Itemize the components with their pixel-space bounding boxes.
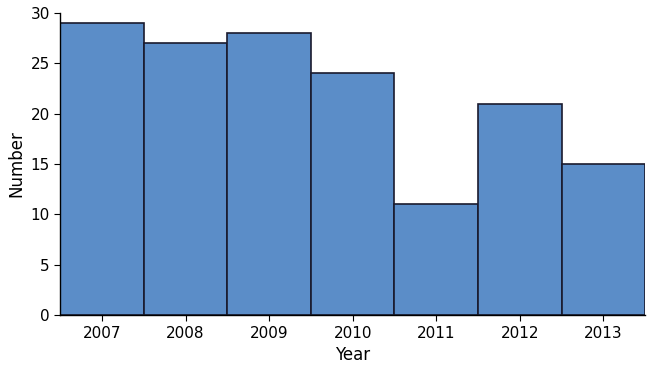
Bar [144, 43, 228, 315]
Bar [60, 23, 144, 315]
Bar [394, 204, 478, 315]
Bar [478, 104, 561, 315]
X-axis label: Year: Year [335, 346, 370, 364]
Y-axis label: Number: Number [7, 131, 25, 197]
Bar [561, 164, 645, 315]
Bar [228, 33, 311, 315]
Bar [311, 73, 394, 315]
